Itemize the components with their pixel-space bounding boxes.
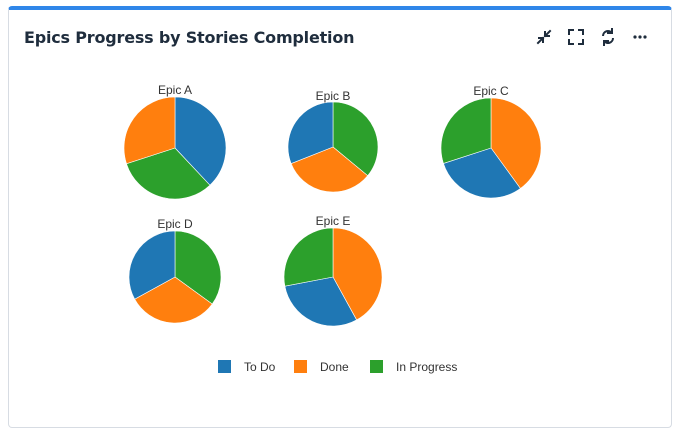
legend-swatch (294, 360, 307, 373)
pie-slice-done[interactable] (490, 97, 542, 189)
pie-slice-to-do[interactable] (174, 96, 227, 186)
pie-title: Epic E (316, 214, 351, 228)
legend-swatch (370, 360, 383, 373)
widget-card (8, 6, 672, 428)
pie-slice-in-progress[interactable] (283, 227, 334, 287)
pie-slice-in-progress[interactable] (440, 97, 492, 164)
pie-slice-in-progress[interactable] (126, 147, 211, 200)
pie-title: Epic A (158, 83, 192, 97)
pie-title: Epic B (316, 89, 351, 103)
pie-slice-done[interactable] (332, 227, 383, 321)
pie-epic-a: Epic A (123, 83, 227, 200)
refresh-icon[interactable] (597, 26, 619, 48)
pie-slice-to-do[interactable] (443, 147, 521, 199)
legend-item-done[interactable]: Done (294, 360, 349, 374)
legend-item-in-progress[interactable]: In Progress (370, 360, 457, 374)
pie-epic-b: Epic B (287, 89, 379, 193)
fullscreen-icon[interactable] (565, 26, 587, 48)
pie-slice-to-do[interactable] (287, 101, 334, 164)
legend-label: To Do (244, 360, 276, 374)
pie-epic-d: Epic D (128, 217, 222, 324)
pie-slice-in-progress[interactable] (174, 230, 222, 305)
pie-slice-in-progress[interactable] (332, 101, 379, 177)
pie-slice-to-do[interactable] (284, 276, 358, 327)
pie-title: Epic D (157, 217, 193, 231)
widget-toolbar (533, 26, 651, 48)
pie-slice-done[interactable] (123, 96, 176, 165)
more-icon[interactable] (629, 26, 651, 48)
pie-epic-e: Epic E (283, 214, 383, 327)
pie-epic-c: Epic C (440, 84, 542, 199)
legend-item-to-do[interactable]: To Do (218, 360, 276, 374)
legend-swatch (218, 360, 231, 373)
legend-label: In Progress (396, 360, 457, 374)
collapse-icon[interactable] (533, 26, 555, 48)
pie-slice-done[interactable] (290, 146, 369, 193)
pie-slice-to-do[interactable] (128, 230, 176, 300)
legend-label: Done (320, 360, 349, 374)
widget-title: Epics Progress by Stories Completion (24, 28, 355, 47)
legend: To Do Done In Progress (218, 360, 457, 374)
pie-title: Epic C (473, 84, 509, 98)
pie-slice-done[interactable] (134, 276, 213, 324)
